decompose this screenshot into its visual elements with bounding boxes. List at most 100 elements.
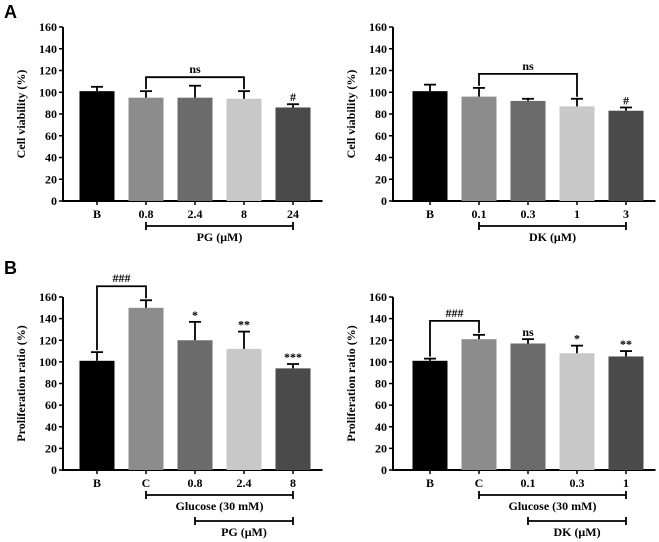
significance-marker: # — [623, 93, 629, 107]
x-tick-label: 1 — [623, 476, 629, 490]
x-tick-label: C — [475, 476, 484, 490]
y-axis-label: Cell viability (%) — [344, 70, 358, 159]
x-tick-label: B — [426, 207, 434, 221]
bar — [79, 91, 115, 201]
y-tick-label: 20 — [375, 172, 387, 186]
x-tick-label: 2.4 — [237, 476, 252, 490]
y-tick-label: 140 — [39, 312, 57, 326]
y-axis-label: Proliferation ratio (%) — [344, 325, 358, 441]
bracket-label: ns — [189, 62, 201, 76]
bar — [177, 340, 213, 470]
y-tick-label: 80 — [45, 107, 57, 121]
bar — [461, 96, 497, 201]
y-axis-label: Cell viability (%) — [14, 70, 28, 159]
significance-marker: * — [192, 308, 198, 322]
y-tick-label: 120 — [39, 64, 57, 78]
y-tick-label: 100 — [39, 355, 57, 369]
chart-b-pg: 0 20 40 60 80 100 120 140 160 Proliferation ratio… — [14, 271, 323, 539]
y-tick-label: 100 — [369, 355, 387, 369]
y-tick-label: 20 — [45, 172, 57, 186]
x-tick-label: 3 — [623, 207, 629, 221]
significance-marker: ** — [620, 337, 632, 351]
panel-label-b: B — [4, 258, 17, 278]
y-tick-label: 140 — [369, 312, 387, 326]
y-tick-label: 80 — [375, 377, 387, 391]
bar — [608, 110, 644, 201]
bar — [275, 107, 311, 201]
y-tick-label: 0 — [381, 194, 387, 208]
y-tick-label: 40 — [375, 420, 387, 434]
group-label: DK (μM) — [529, 230, 576, 244]
bar — [226, 348, 262, 470]
group-label: PG (μM) — [197, 230, 243, 244]
x-tick-label: B — [93, 207, 101, 221]
y-axis-label: Proliferation ratio (%) — [14, 325, 28, 441]
significance-marker: ** — [238, 318, 250, 332]
group-label: PG (μM) — [221, 525, 267, 539]
y-tick-label: 160 — [369, 20, 387, 34]
y-tick-label: 100 — [369, 85, 387, 99]
bar — [559, 106, 595, 201]
group-label: Glucose (30 mM) — [509, 499, 597, 513]
significance-marker: ns — [522, 325, 534, 339]
y-tick-label: 80 — [375, 107, 387, 121]
x-tick-label: 2.4 — [188, 207, 203, 221]
x-tick-label: B — [426, 476, 434, 490]
x-tick-label: C — [142, 476, 151, 490]
bracket-label: ns — [522, 59, 534, 73]
bar — [79, 360, 115, 470]
significance-bracket — [478, 73, 578, 97]
y-tick-label: 60 — [375, 398, 387, 412]
y-tick-label: 40 — [45, 420, 57, 434]
chart-b-dk: 0 20 40 60 80 100 120 140 160 Proliferation ratio… — [344, 290, 656, 539]
bar — [275, 368, 311, 470]
y-tick-label: 60 — [45, 129, 57, 143]
significance-bracket — [429, 319, 480, 357]
x-tick-label: 0.8 — [139, 207, 154, 221]
y-tick-label: 80 — [45, 377, 57, 391]
y-tick-label: 140 — [39, 42, 57, 56]
x-tick-label: 0.1 — [472, 207, 487, 221]
panel-label-a: A — [4, 2, 17, 22]
y-tick-label: 140 — [369, 42, 387, 56]
bracket-label: ### — [113, 271, 131, 285]
x-tick-label: 1 — [574, 207, 580, 221]
y-tick-label: 160 — [369, 290, 387, 304]
y-tick-label: 160 — [39, 20, 57, 34]
bar — [226, 98, 262, 201]
y-tick-label: 120 — [39, 333, 57, 347]
x-tick-label: 0.3 — [570, 476, 585, 490]
y-tick-label: 20 — [375, 441, 387, 455]
bar — [177, 97, 213, 201]
bar — [412, 91, 448, 201]
chart-a-dk: 0 20 40 60 80 100 120 140 160 Cell viability (%) B… — [344, 20, 656, 244]
x-tick-label: 8 — [290, 476, 296, 490]
bar — [559, 353, 595, 470]
significance-bracket — [96, 285, 147, 351]
bar — [510, 343, 546, 470]
y-tick-label: 160 — [39, 290, 57, 304]
y-tick-label: 120 — [369, 333, 387, 347]
group-label: DK (μM) — [553, 525, 600, 539]
y-tick-label: 0 — [51, 463, 57, 477]
y-tick-label: 100 — [39, 85, 57, 99]
y-tick-label: 40 — [45, 151, 57, 165]
x-tick-label: 0.1 — [521, 476, 536, 490]
x-tick-label: 8 — [241, 207, 247, 221]
bracket-label: ### — [446, 306, 464, 320]
bar — [128, 97, 164, 201]
significance-marker: # — [290, 90, 296, 104]
group-label: Glucose (30 mM) — [176, 499, 264, 513]
bar — [461, 339, 497, 470]
y-tick-label: 40 — [375, 151, 387, 165]
bar — [510, 100, 546, 201]
x-tick-label: B — [93, 476, 101, 490]
significance-bracket — [145, 76, 245, 90]
chart-a-pg: 0 20 40 60 80 100 120 140 160 Cell viability (%) B… — [14, 20, 323, 244]
y-tick-label: 0 — [51, 194, 57, 208]
x-tick-label: 0.3 — [521, 207, 536, 221]
bar — [608, 356, 644, 470]
significance-marker: * — [574, 332, 580, 346]
y-tick-label: 120 — [369, 64, 387, 78]
